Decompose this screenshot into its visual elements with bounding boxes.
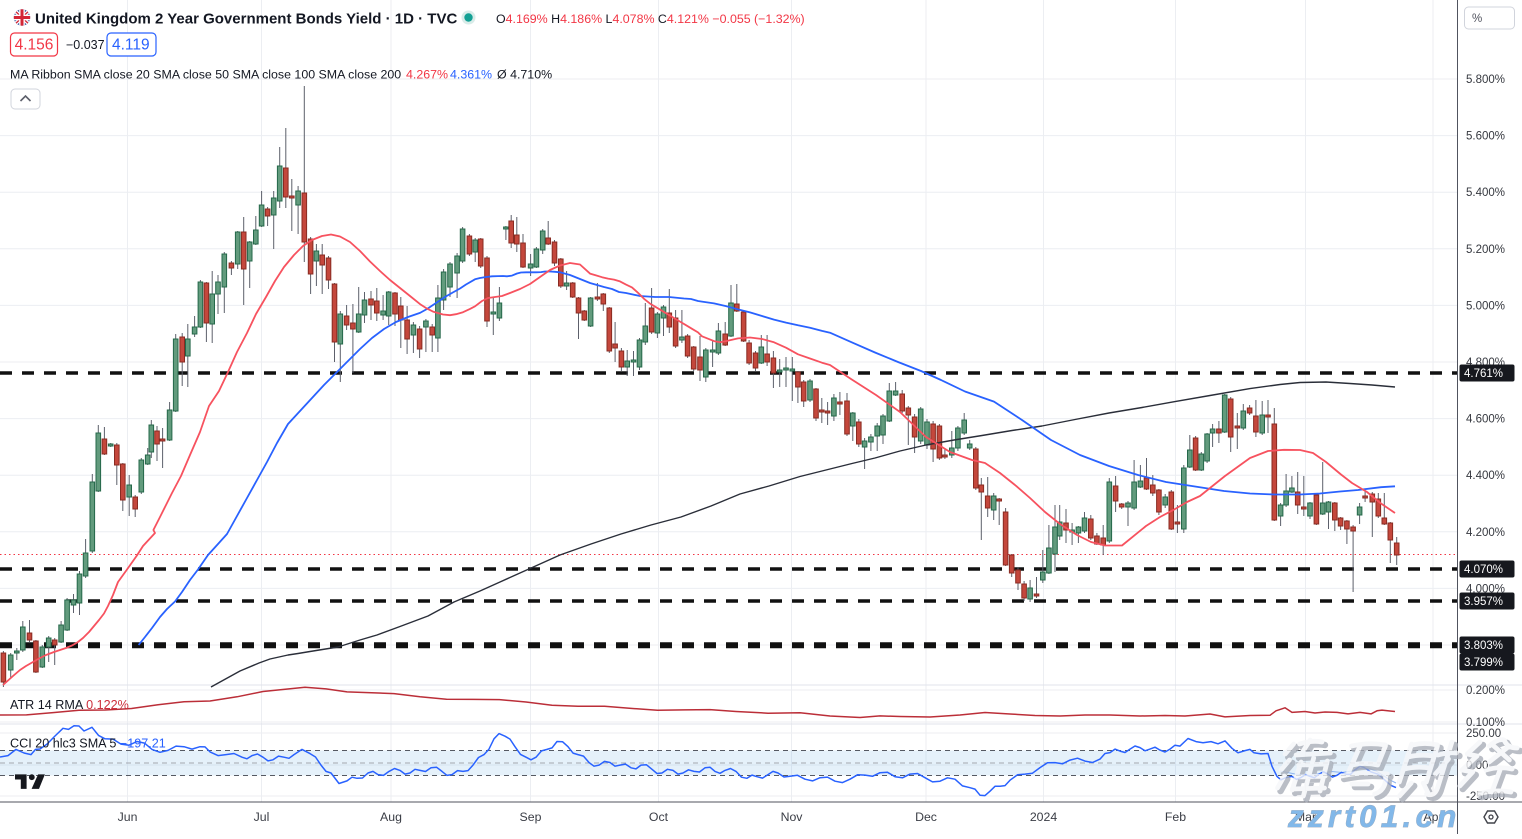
svg-text:4.000%: 4.000%: [1466, 583, 1505, 595]
svg-text:ATR 14 RMA 0.122%: ATR 14 RMA 0.122%: [10, 698, 129, 712]
svg-text:Sep: Sep: [520, 810, 542, 824]
svg-text:4.400%: 4.400%: [1466, 470, 1505, 482]
svg-text:5.000%: 5.000%: [1466, 300, 1505, 312]
svg-text:5.400%: 5.400%: [1466, 187, 1505, 199]
svg-text:4.070%: 4.070%: [1464, 564, 1503, 576]
svg-text:4.200%: 4.200%: [1466, 527, 1505, 539]
svg-text:4.119: 4.119: [112, 37, 150, 54]
svg-text:%: %: [1472, 13, 1482, 25]
svg-text:CCI 20 hlc3 SMA 5 −197.21: CCI 20 hlc3 SMA 5 −197.21: [10, 737, 166, 751]
svg-text:3.957%: 3.957%: [1464, 596, 1503, 608]
svg-text:Oct: Oct: [649, 810, 669, 824]
svg-text:2024: 2024: [1030, 810, 1058, 824]
svg-text:Apr: Apr: [1423, 810, 1442, 824]
svg-text:United Kingdom 2 Year Governme: United Kingdom 2 Year Government Bonds Y…: [35, 11, 457, 28]
svg-text:5.200%: 5.200%: [1466, 244, 1505, 256]
svg-text:5.600%: 5.600%: [1466, 131, 1505, 143]
svg-text:Feb: Feb: [1165, 810, 1186, 824]
svg-text:Nov: Nov: [781, 810, 804, 824]
svg-text:zzrt01.cn: zzrt01.cn: [1287, 798, 1461, 834]
svg-text:Jun: Jun: [118, 810, 138, 824]
svg-text:MA Ribbon SMA close 20 SMA clo: MA Ribbon SMA close 20 SMA close 50 SMA …: [10, 68, 552, 82]
svg-text:Jul: Jul: [254, 810, 270, 824]
svg-text:0.100%: 0.100%: [1466, 717, 1505, 729]
svg-text:250.00: 250.00: [1466, 728, 1501, 740]
svg-text:0.200%: 0.200%: [1466, 685, 1505, 697]
svg-text:O4.169% H4.186% L4.078% C4.121: O4.169% H4.186% L4.078% C4.121% −0.055 (…: [496, 12, 805, 26]
svg-text:4.761%: 4.761%: [1464, 368, 1503, 380]
svg-text:3.799%: 3.799%: [1464, 657, 1503, 669]
svg-text:Aug: Aug: [380, 810, 402, 824]
svg-text:4.156: 4.156: [15, 37, 54, 54]
svg-text:3.803%: 3.803%: [1464, 640, 1503, 652]
svg-text:4.600%: 4.600%: [1466, 414, 1505, 426]
svg-text:Dec: Dec: [915, 810, 937, 824]
svg-text:−0.037: −0.037: [66, 38, 105, 52]
svg-text:Mar: Mar: [1295, 810, 1316, 824]
svg-text:5.800%: 5.800%: [1466, 74, 1505, 86]
